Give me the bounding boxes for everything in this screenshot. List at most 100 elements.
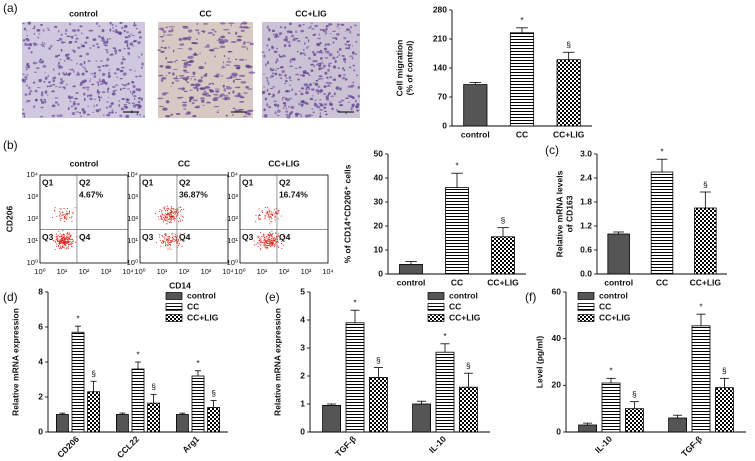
cell-stain bbox=[291, 88, 293, 92]
flow-event bbox=[61, 239, 63, 241]
cell-stain bbox=[58, 61, 61, 65]
flow-event bbox=[65, 214, 67, 216]
cell-stain bbox=[235, 67, 241, 70]
flow-event bbox=[275, 242, 277, 244]
flow-event bbox=[265, 238, 267, 240]
flow-x-tick-label: 10² bbox=[79, 267, 90, 276]
cell-stain bbox=[29, 90, 33, 93]
flow-event bbox=[70, 234, 72, 236]
flow-event bbox=[169, 240, 171, 242]
cell-stain bbox=[50, 84, 53, 86]
cell-stain bbox=[204, 86, 211, 89]
cell-stain bbox=[193, 78, 197, 81]
quadrant-percentage: 16.74% bbox=[279, 189, 308, 199]
x-tick-label: CC bbox=[656, 277, 668, 287]
flow-event bbox=[62, 230, 64, 232]
cell-stain bbox=[271, 29, 276, 32]
flow-event bbox=[255, 243, 257, 245]
cell-stain bbox=[187, 29, 193, 33]
cell-stain bbox=[95, 43, 99, 45]
cell-stain bbox=[327, 93, 330, 97]
cell-stain bbox=[309, 25, 312, 28]
cell-stain bbox=[214, 88, 220, 90]
flow-event bbox=[67, 213, 69, 215]
cell-stain bbox=[73, 50, 76, 53]
flow-event bbox=[260, 241, 262, 243]
cell-stain bbox=[268, 92, 271, 96]
cell-stain bbox=[304, 41, 306, 45]
cell-stain bbox=[98, 78, 101, 82]
cell-stain bbox=[283, 38, 285, 41]
cell-stain bbox=[277, 109, 281, 113]
cell-stain bbox=[275, 35, 280, 38]
cell-stain bbox=[238, 58, 245, 61]
cell-stain bbox=[74, 107, 77, 110]
cell-stain bbox=[333, 92, 336, 96]
flow-event bbox=[65, 244, 67, 246]
flow-event bbox=[260, 240, 262, 242]
flow-event bbox=[163, 207, 165, 209]
cell-stain bbox=[195, 38, 198, 41]
flow-event bbox=[265, 243, 267, 245]
cell-stain bbox=[86, 88, 90, 91]
y-tick-label: 20 bbox=[552, 380, 562, 390]
cell-stain bbox=[86, 113, 91, 116]
cell-stain bbox=[59, 78, 63, 81]
cell-stain bbox=[349, 94, 352, 96]
y-tick-label: 4 bbox=[38, 356, 43, 366]
quadrant-label: Q3 bbox=[42, 232, 54, 242]
cell-stain bbox=[126, 98, 129, 101]
cell-stain bbox=[136, 112, 138, 116]
cell-stain bbox=[43, 42, 46, 45]
cell-stain bbox=[331, 37, 336, 39]
cell-stain bbox=[199, 87, 205, 90]
cell-stain bbox=[97, 82, 100, 87]
flow-event bbox=[54, 207, 56, 209]
significance-mark: § bbox=[722, 366, 727, 376]
cell-stain bbox=[22, 73, 25, 75]
cell-stain bbox=[82, 66, 86, 68]
flow-event bbox=[171, 218, 173, 220]
cell-stain bbox=[126, 31, 129, 34]
cell-stain bbox=[26, 35, 29, 37]
cell-stain bbox=[285, 114, 289, 116]
flow-event bbox=[54, 241, 56, 243]
flow-x-tick-label: 10² bbox=[179, 267, 190, 276]
cell-stain bbox=[137, 106, 141, 110]
flow-event bbox=[57, 236, 59, 238]
cell-stain bbox=[172, 68, 179, 70]
flow-event bbox=[268, 208, 270, 210]
cell-stain bbox=[119, 77, 123, 80]
cell-stain bbox=[100, 36, 105, 40]
flow-event bbox=[270, 234, 272, 236]
cell-stain bbox=[325, 113, 328, 116]
flow-event bbox=[269, 245, 271, 247]
flow-event bbox=[281, 243, 283, 245]
cell-stain bbox=[179, 75, 185, 77]
cell-stain bbox=[314, 60, 318, 63]
flow-event bbox=[268, 238, 270, 240]
cell-stain bbox=[135, 75, 139, 78]
cell-stain bbox=[205, 72, 208, 75]
cell-stain bbox=[186, 76, 190, 78]
cell-stain bbox=[139, 113, 141, 117]
flow-event bbox=[62, 245, 64, 247]
flow-event bbox=[61, 242, 63, 244]
cell-stain bbox=[27, 65, 30, 69]
flow-event bbox=[266, 236, 268, 238]
flow-event bbox=[269, 214, 271, 216]
cell-stain bbox=[294, 92, 298, 96]
flow-event bbox=[267, 233, 270, 235]
cell-stain bbox=[194, 106, 199, 109]
cell-stain bbox=[340, 99, 345, 102]
flow-event bbox=[272, 241, 274, 243]
cell-stain bbox=[61, 80, 65, 82]
flow-y-tick-label: 10⁰ bbox=[27, 258, 38, 267]
cell-stain bbox=[234, 78, 242, 81]
cell-stain bbox=[313, 65, 316, 68]
flow-event bbox=[263, 238, 265, 240]
cell-stain bbox=[284, 38, 288, 42]
cell-stain bbox=[227, 50, 233, 53]
cell-stain bbox=[266, 88, 269, 92]
flow-event bbox=[260, 249, 262, 251]
